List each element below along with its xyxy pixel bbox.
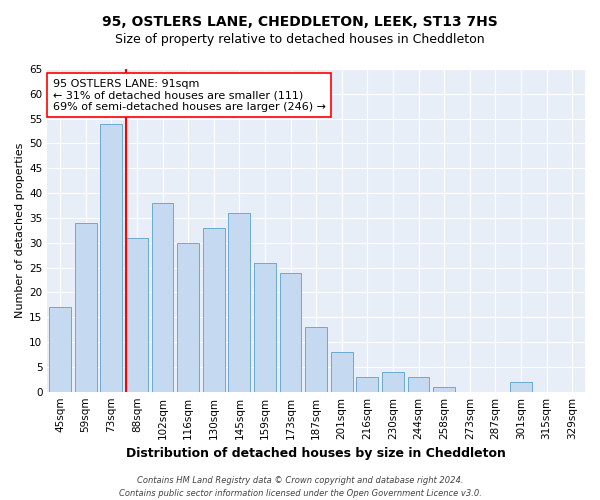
Bar: [331, 352, 353, 392]
Bar: [100, 124, 122, 392]
Bar: [510, 382, 532, 392]
Bar: [75, 223, 97, 392]
Bar: [203, 228, 224, 392]
Bar: [407, 377, 430, 392]
Text: 95, OSTLERS LANE, CHEDDLETON, LEEK, ST13 7HS: 95, OSTLERS LANE, CHEDDLETON, LEEK, ST13…: [102, 15, 498, 29]
Bar: [126, 238, 148, 392]
Bar: [254, 262, 276, 392]
X-axis label: Distribution of detached houses by size in Cheddleton: Distribution of detached houses by size …: [126, 447, 506, 460]
Text: 95 OSTLERS LANE: 91sqm
← 31% of detached houses are smaller (111)
69% of semi-de: 95 OSTLERS LANE: 91sqm ← 31% of detached…: [53, 78, 326, 112]
Text: Contains HM Land Registry data © Crown copyright and database right 2024.
Contai: Contains HM Land Registry data © Crown c…: [119, 476, 481, 498]
Text: Size of property relative to detached houses in Cheddleton: Size of property relative to detached ho…: [115, 32, 485, 46]
Bar: [177, 243, 199, 392]
Bar: [433, 386, 455, 392]
Bar: [152, 203, 173, 392]
Y-axis label: Number of detached properties: Number of detached properties: [15, 142, 25, 318]
Bar: [382, 372, 404, 392]
Bar: [229, 213, 250, 392]
Bar: [305, 327, 327, 392]
Bar: [280, 272, 301, 392]
Bar: [49, 308, 71, 392]
Bar: [356, 377, 378, 392]
